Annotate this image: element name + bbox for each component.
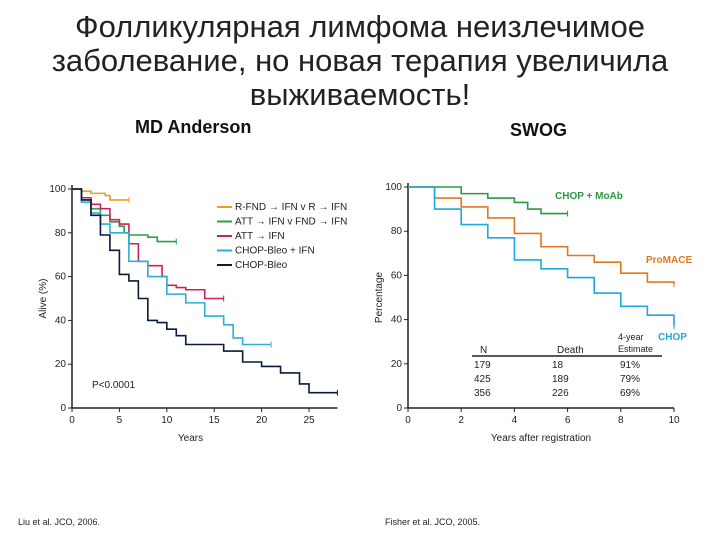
right-chart-title: SWOG (510, 120, 567, 140)
table-cell: 425 (474, 374, 491, 385)
x-tick-label: 10 (161, 415, 173, 426)
table-cell: 69% (620, 388, 640, 399)
title-line: заболевание, но новая терапия увеличила (51, 43, 669, 78)
table-cell: 189 (552, 374, 569, 385)
series-label: CHOP (658, 332, 687, 343)
x-tick-label: 0 (69, 415, 75, 426)
y-axis-label: Alive (%) (38, 278, 49, 318)
series-line (408, 186, 675, 285)
slide-title: Фолликулярная лимфома неизлечимое заболе… (0, 10, 720, 112)
y-tick-label: 60 (391, 270, 403, 281)
x-tick-label: 20 (256, 415, 268, 426)
title-line: Фолликулярная лимфома неизлечимое (75, 9, 645, 44)
x-tick-label: 0 (405, 415, 411, 426)
x-tick-label: 25 (303, 415, 315, 426)
left-chart-title: MD Anderson (135, 117, 252, 137)
footer-right-citation: Fisher et al. JCO, 2005. (385, 517, 481, 527)
table-header-estimate: 4-year Estimate (618, 332, 654, 354)
x-tick-label: 2 (458, 415, 464, 426)
x-tick-label: 15 (209, 415, 221, 426)
x-tick-label: 4 (512, 415, 518, 426)
y-tick-label: 80 (55, 228, 67, 239)
y-tick-label: 100 (385, 182, 402, 193)
table-header: Death (557, 345, 584, 356)
y-axis-label: Percentage (374, 271, 385, 323)
x-tick-label: 10 (668, 415, 680, 426)
y-tick-label: 60 (55, 272, 67, 283)
title-line: выживаемость! (249, 77, 471, 112)
legend-label: R-FND → IFN v R → IFN (235, 202, 347, 213)
series-line (72, 188, 338, 394)
y-tick-label: 20 (55, 359, 67, 370)
y-tick-label: 0 (396, 403, 402, 414)
y-tick-label: 80 (391, 226, 403, 237)
legend-label: CHOP-Bleo (235, 260, 288, 271)
series-line (408, 186, 675, 327)
table-cell: 91% (620, 360, 640, 371)
x-tick-label: 6 (565, 415, 571, 426)
series-line (72, 188, 177, 243)
x-axis-label: Years (178, 433, 203, 444)
series-line (408, 186, 568, 215)
y-tick-label: 40 (55, 315, 67, 326)
table-cell: 79% (620, 374, 640, 385)
series-line (72, 188, 224, 300)
x-axis-label: Years after registration (491, 433, 591, 444)
legend-label: ATT → IFN (235, 231, 285, 242)
y-tick-label: 0 (60, 403, 66, 414)
x-tick-label: 5 (117, 415, 123, 426)
table-header: N (480, 345, 487, 356)
p-value-annotation: P<0.0001 (92, 380, 136, 391)
table-cell: 356 (474, 388, 491, 399)
y-tick-label: 40 (391, 315, 403, 326)
y-tick-label: 20 (391, 359, 403, 370)
table-cell: 179 (474, 360, 491, 371)
table-cell: 226 (552, 388, 569, 399)
legend-label: ATT → IFN v FND → IFN (235, 217, 347, 228)
y-tick-label: 100 (49, 184, 66, 195)
series-label: ProMACE (646, 255, 692, 266)
legend-label: CHOP-Bleo + IFN (235, 246, 315, 257)
series-label: CHOP + MoAb (555, 191, 623, 202)
footer-left-citation: Liu et al. JCO, 2006. (18, 517, 101, 527)
series-line (72, 188, 272, 346)
table-cell: 18 (552, 360, 564, 371)
series-line (72, 188, 129, 201)
x-tick-label: 8 (618, 415, 624, 426)
